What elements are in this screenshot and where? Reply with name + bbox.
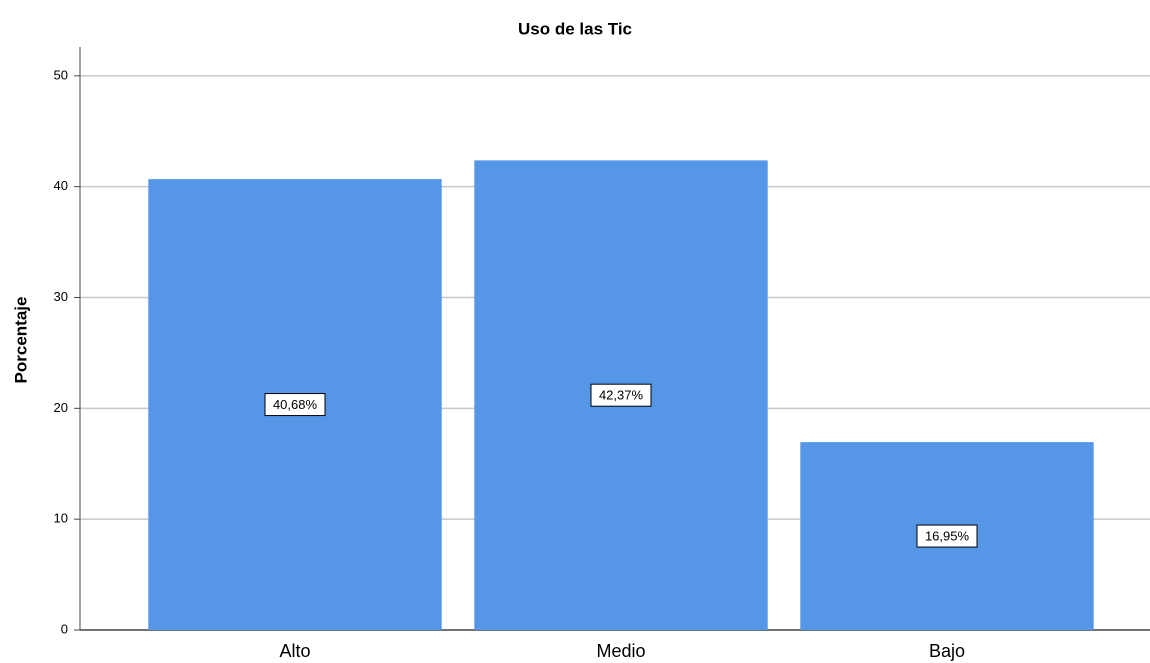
y-tick-label: 0 (61, 621, 68, 636)
y-axis-label: Porcentaje (11, 297, 30, 384)
value-label: 42,37% (599, 388, 644, 403)
y-tick-label: 30 (54, 289, 68, 304)
y-tick-label: 40 (54, 178, 68, 193)
y-tick-label: 50 (54, 67, 68, 82)
x-tick-label: Alto (279, 641, 310, 661)
value-label: 40,68% (273, 397, 318, 412)
value-label-box (916, 524, 978, 548)
value-label-box (264, 393, 326, 417)
value-label: 16,95% (925, 529, 970, 544)
y-tick-label: 10 (54, 511, 68, 526)
x-tick-label: Medio (596, 641, 645, 661)
chart-title: Uso de las Tic (518, 19, 632, 38)
value-label-box (590, 383, 652, 407)
x-tick-label: Bajo (929, 641, 965, 661)
y-tick-label: 20 (54, 400, 68, 415)
